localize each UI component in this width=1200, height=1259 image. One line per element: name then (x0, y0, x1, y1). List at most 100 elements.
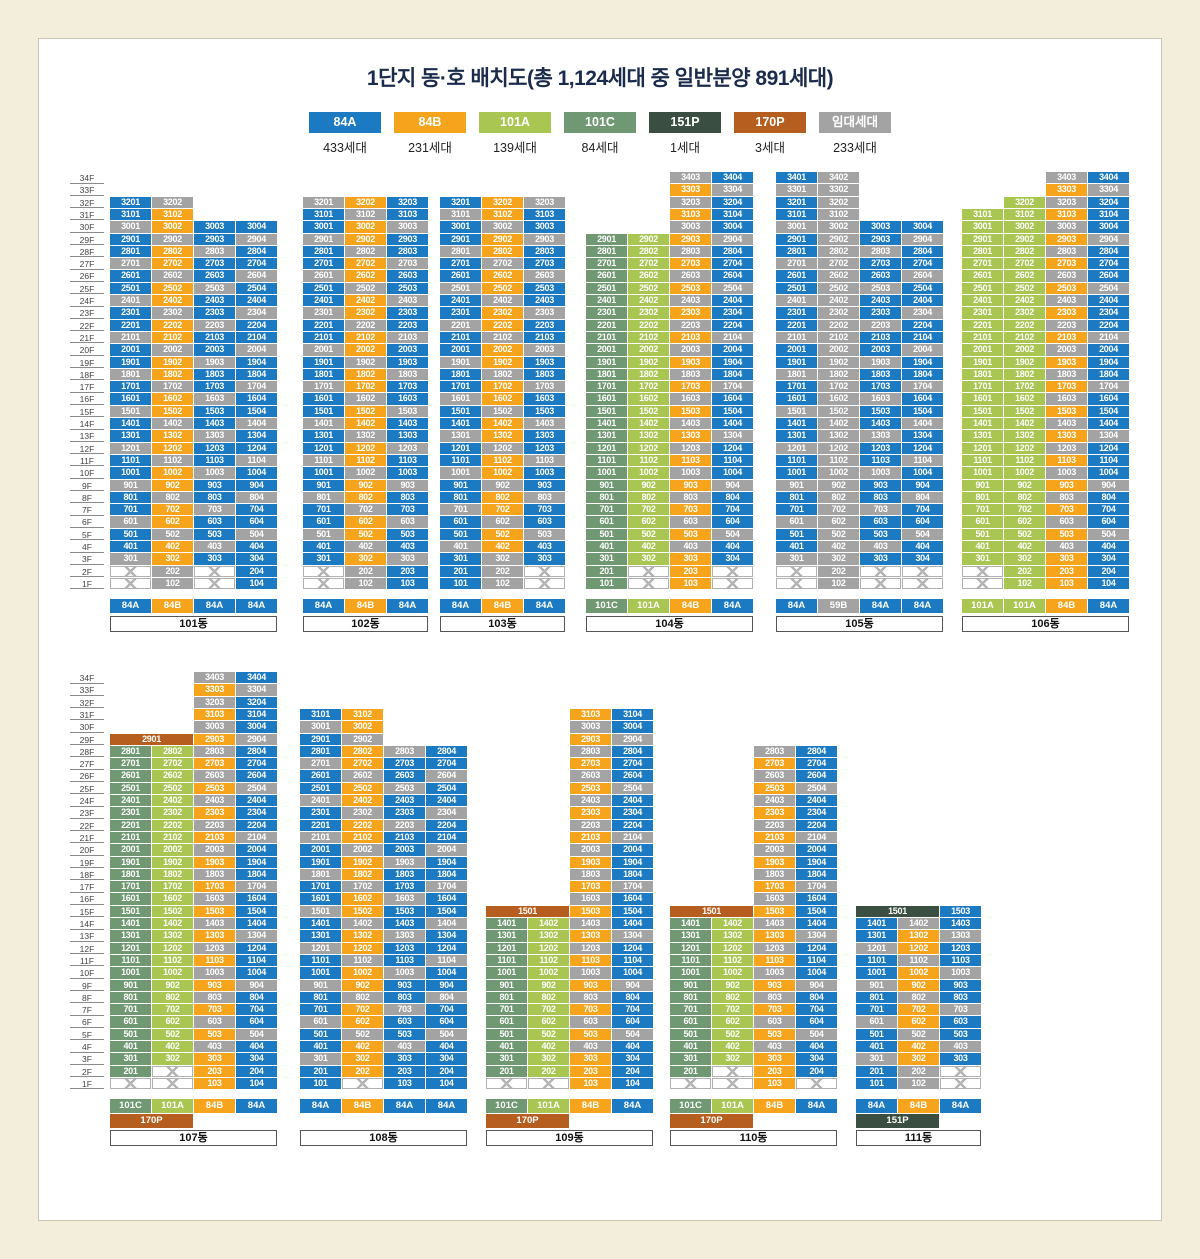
floor-axis-label: 27F (70, 258, 104, 270)
unit-cell: 1304 (902, 430, 943, 442)
unit-cell: 2504 (236, 282, 277, 295)
unit-cell: 402 (898, 1041, 939, 1053)
unit-cell: 2904 (712, 233, 753, 245)
floor-axis-label: 14F (70, 918, 104, 930)
unit-cell: 1302 (152, 930, 193, 942)
unit-cell: 2801 (303, 245, 344, 258)
unit-cell: 1303 (940, 930, 981, 942)
unit-cell: 702 (152, 504, 193, 516)
unit-cell: 1702 (152, 381, 193, 393)
unit-cell: 1203 (1046, 442, 1087, 454)
unit-cell: 1703 (860, 381, 901, 393)
unit-cell: 403 (194, 1041, 235, 1053)
unit-cell: 1802 (482, 368, 523, 381)
unit-cell: 1404 (236, 918, 277, 930)
unit-cell: 2204 (236, 819, 277, 831)
unit-cell: 1203 (940, 942, 981, 954)
unit-cell: 903 (194, 479, 235, 491)
unit-cell: 2601 (110, 270, 151, 282)
unit-cell: 803 (570, 991, 611, 1004)
unit-cell: 2204 (426, 819, 467, 831)
unit-cell: 3201 (776, 196, 817, 208)
floor-axis-label: 29F (70, 234, 104, 246)
unit-cell: 1402 (818, 418, 859, 430)
unit-cell: 701 (670, 1004, 711, 1016)
unit-cell: 1402 (528, 918, 569, 930)
unit-cell: 2302 (152, 307, 193, 319)
footer-type-chip: 84A (902, 599, 943, 613)
unit-cell: 2003 (670, 344, 711, 356)
unit-cell: 703 (194, 504, 235, 516)
unit-cell: 3003 (524, 221, 565, 233)
unit-cell: 901 (486, 979, 527, 991)
unit-cell: 1803 (524, 368, 565, 381)
unit-cell: 2202 (342, 819, 383, 831)
unit-cell: 1401 (110, 918, 151, 930)
unit-cell: 2102 (345, 331, 386, 344)
unit-cell: 2603 (194, 270, 235, 282)
floor-axis-label: 18F (70, 869, 104, 881)
unit-cell: 201 (440, 565, 481, 577)
unit-cell: 2501 (303, 282, 344, 295)
unit-cell: 2502 (482, 282, 523, 295)
unit-cell: 2801 (776, 245, 817, 258)
unit-cell: 2001 (586, 344, 627, 356)
unit-cell: 1303 (570, 930, 611, 942)
unit-cell: 1204 (426, 942, 467, 954)
unit-cell: 1901 (110, 856, 151, 868)
unit-cell: 2802 (152, 245, 193, 258)
unit-cell: 2004 (796, 844, 837, 856)
unit-cell: 502 (482, 528, 523, 541)
unit-cell: 501 (962, 528, 1003, 541)
unit-cell: 2302 (1004, 307, 1045, 319)
void-cell (486, 1077, 527, 1090)
unit-cell: 1302 (342, 930, 383, 942)
unit-cell: 801 (110, 491, 151, 504)
unit-cell: 1603 (384, 893, 425, 905)
unit-cell: 1402 (712, 918, 753, 930)
legend-item: 151P 1세대 (649, 112, 721, 156)
unit-cell: 401 (856, 1041, 897, 1053)
unit-cell: 2002 (1004, 344, 1045, 356)
unit-cell: 1502 (345, 405, 386, 418)
unit-cell: 603 (670, 516, 711, 528)
floor-axis-label: 9F (70, 480, 104, 492)
unit-cell: 1101 (856, 954, 897, 967)
unit-cell: 1101 (962, 454, 1003, 467)
unit-cell: 1804 (1088, 368, 1129, 381)
unit-cell: 1903 (194, 356, 235, 368)
footer-type-chip: 101A (712, 1099, 753, 1113)
unit-cell: 2501 (586, 282, 627, 295)
unit-cell: 1301 (856, 930, 897, 942)
unit-cell: 102 (152, 577, 193, 590)
unit-cell: 302 (152, 1053, 193, 1065)
unit-cell: 403 (524, 541, 565, 553)
unit-cell: 1304 (712, 430, 753, 442)
unit-cell: 603 (940, 1016, 981, 1028)
unit-cell: 803 (754, 991, 795, 1004)
unit-cell: 1104 (712, 454, 753, 467)
unit-cell: 1603 (194, 393, 235, 405)
unit-cell: 1402 (898, 918, 939, 930)
unit-cell: 1602 (1004, 393, 1045, 405)
floor-axis-label: 21F (70, 832, 104, 844)
unit-cell: 704 (612, 1004, 653, 1016)
unit-cell: 2102 (628, 331, 669, 344)
unit-cell: 102 (1004, 577, 1045, 590)
unit-cell: 202 (528, 1065, 569, 1077)
unit-cell: 2004 (712, 344, 753, 356)
unit-cell: 2503 (524, 282, 565, 295)
floor-axis-label: 4F (70, 1041, 104, 1053)
footer-type-chip: 101A (528, 1099, 569, 1113)
unit-cell: 2601 (300, 770, 341, 782)
unit-cell: 1404 (612, 918, 653, 930)
unit-cell: 2402 (152, 295, 193, 307)
unit-cell: 1003 (1046, 467, 1087, 479)
unit-cell: 601 (110, 1016, 151, 1028)
unit-cell: 401 (586, 541, 627, 553)
unit-cell: 302 (818, 553, 859, 565)
unit-cell: 2402 (482, 295, 523, 307)
unit-cell: 902 (818, 479, 859, 491)
unit-cell: 1101 (486, 954, 527, 967)
unit-cell: 1203 (570, 942, 611, 954)
